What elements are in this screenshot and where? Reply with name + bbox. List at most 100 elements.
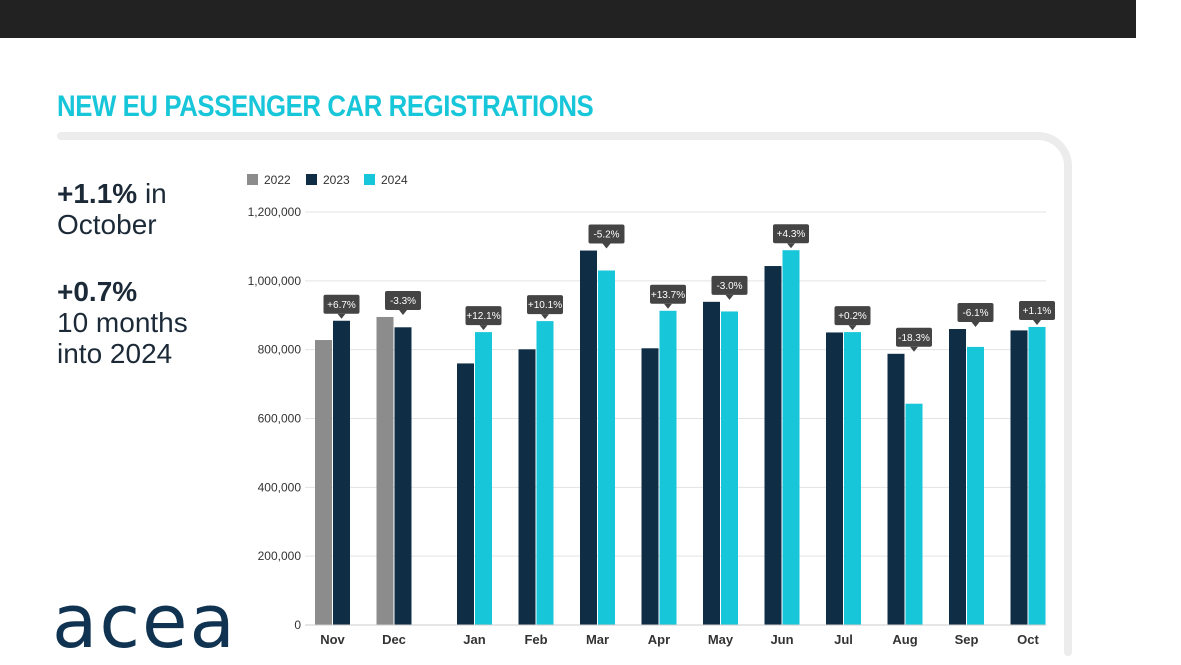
- change-label: +1.1%: [1023, 306, 1052, 317]
- bar-jul-2023: [826, 332, 843, 625]
- stat-ytd-line3: into 2024: [57, 338, 173, 369]
- change-label-box: [323, 294, 360, 314]
- bar-jan-2024: [475, 332, 492, 625]
- change-label: +6.7%: [327, 300, 356, 311]
- change-label: +10.1%: [528, 300, 562, 311]
- chart-title: NEW EU PASSENGER CAR REGISTRATIONS: [57, 90, 594, 123]
- stat-ytd-line2: 10 months: [57, 307, 188, 338]
- change-label-box: [1019, 300, 1055, 320]
- change-label: -18.3%: [898, 333, 930, 344]
- y-tick-label: 1,200,000: [248, 205, 302, 219]
- bar-aug-2024: [905, 403, 923, 625]
- change-label-pointer: [399, 309, 407, 315]
- top-bar: [0, 0, 1136, 38]
- acea-logo: acea: [52, 582, 237, 662]
- x-tick-label: Nov: [320, 632, 345, 647]
- change-label-box: [896, 327, 932, 347]
- bar-oct-2024: [1028, 326, 1046, 625]
- change-label-pointer: [602, 243, 611, 249]
- bar-mar-2023: [580, 250, 597, 625]
- change-label-pointer: [787, 243, 795, 249]
- bar-aug-2023: [887, 353, 905, 625]
- change-label-box: [834, 306, 871, 326]
- x-tick-label: Jan: [463, 632, 485, 647]
- change-label-box: [773, 224, 809, 244]
- y-tick-label: 400,000: [258, 480, 302, 494]
- stat-october: +1.1% in October: [57, 178, 167, 240]
- stat-ytd-value: +0.7%: [57, 276, 138, 307]
- bar-nov-2022: [315, 340, 332, 625]
- change-label-pointer: [337, 313, 346, 319]
- bar-jun-2023: [764, 266, 782, 625]
- legend-swatch-2024: [364, 174, 375, 185]
- change-label-box: [711, 275, 748, 295]
- x-tick-label: May: [708, 632, 734, 647]
- legend-swatch-2022: [247, 174, 258, 185]
- bar-apr-2023: [641, 348, 659, 625]
- panel-border-top: [57, 132, 1042, 140]
- bar-mar-2024: [598, 270, 615, 625]
- legend-swatch-2023: [306, 174, 317, 185]
- bar-sep-2024: [967, 346, 984, 625]
- stat-ytd: +0.7% 10 months into 2024: [57, 276, 188, 369]
- change-label: -3.3%: [390, 296, 416, 307]
- bar-oct-2023: [1010, 330, 1028, 625]
- stat-october-suffix: in: [144, 178, 167, 209]
- change-label: -3.0%: [716, 281, 742, 292]
- change-label-pointer: [664, 303, 672, 309]
- y-tick-label: 0: [294, 618, 301, 632]
- x-tick-label: Jun: [770, 632, 793, 647]
- bar-sep-2023: [949, 329, 966, 625]
- bar-jul-2024: [844, 332, 861, 625]
- legend-label-2024: 2024: [381, 173, 408, 187]
- bar-may-2024: [721, 311, 738, 625]
- panel-border-corner: [1016, 132, 1072, 192]
- change-label-pointer: [541, 314, 549, 320]
- y-tick-label: 1,000,000: [248, 274, 302, 288]
- x-tick-label: Oct: [1017, 632, 1039, 647]
- bar-may-2023: [703, 301, 720, 625]
- bar-dec-2023: [394, 327, 412, 625]
- x-tick-label: Apr: [648, 632, 670, 647]
- change-label-pointer: [1033, 319, 1041, 325]
- legend-label-2023: 2023: [323, 173, 350, 187]
- change-label-box: [465, 306, 502, 326]
- change-label: +0.2%: [838, 311, 867, 322]
- change-label-pointer: [910, 346, 918, 352]
- change-label: -5.2%: [593, 230, 619, 241]
- logo-text: acea: [52, 579, 237, 665]
- bar-jun-2024: [782, 250, 800, 625]
- bar-feb-2024: [536, 321, 554, 625]
- change-label-box: [385, 290, 421, 310]
- bar-feb-2023: [518, 349, 536, 625]
- change-label-box: [650, 284, 686, 304]
- change-label: +4.3%: [777, 229, 806, 240]
- panel-border-right: [1064, 186, 1072, 656]
- change-label-pointer: [971, 322, 980, 328]
- x-tick-label: Aug: [892, 632, 917, 647]
- x-tick-label: Mar: [586, 632, 609, 647]
- change-label-pointer: [848, 325, 857, 331]
- change-label-pointer: [479, 325, 488, 331]
- change-label-box: [527, 295, 563, 315]
- x-tick-label: Feb: [524, 632, 547, 647]
- legend-label-2022: 2022: [264, 173, 291, 187]
- x-tick-label: Dec: [382, 632, 406, 647]
- bar-jan-2023: [457, 363, 474, 625]
- change-label: +12.1%: [466, 311, 500, 322]
- stat-october-value: +1.1%: [57, 178, 138, 209]
- change-label-pointer: [725, 294, 734, 300]
- y-tick-label: 800,000: [258, 343, 302, 357]
- change-label-box: [588, 224, 625, 244]
- y-tick-label: 200,000: [258, 549, 302, 563]
- x-tick-label: Sep: [955, 632, 979, 647]
- bar-dec-2022: [376, 316, 394, 625]
- stat-october-month: October: [57, 209, 157, 240]
- bar-nov-2023: [333, 320, 350, 625]
- x-tick-label: Jul: [834, 632, 853, 647]
- change-label-box: [957, 303, 994, 323]
- y-tick-label: 600,000: [258, 412, 302, 426]
- change-label: -6.1%: [962, 308, 988, 319]
- bar-apr-2024: [659, 310, 677, 625]
